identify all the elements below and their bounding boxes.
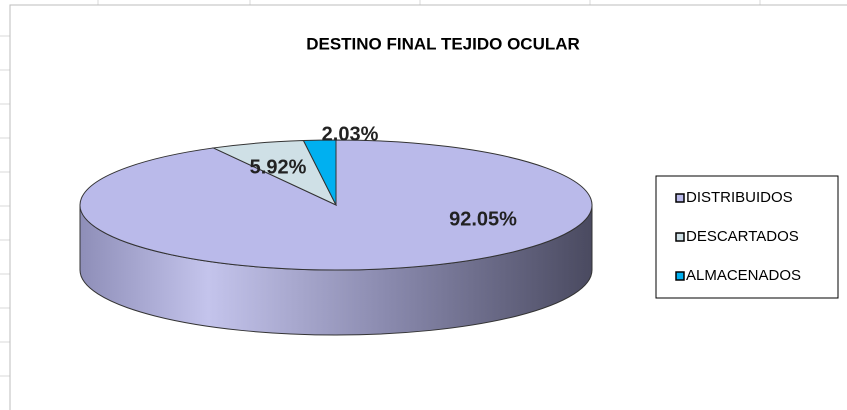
legend-label: ALMACENADOS — [686, 267, 801, 284]
sheet-grid — [0, 0, 761, 377]
data-label: 5.92% — [250, 156, 307, 178]
data-label: 2.03% — [322, 123, 379, 145]
pie: 92.05% 5.92% 2.03% — [79, 123, 593, 336]
legend-swatch — [675, 232, 685, 242]
legend-items: DISTRIBUIDOS DESCARTADOS ALMACENADOS — [675, 189, 801, 284]
pie-slice — [302, 139, 337, 206]
legend-swatch — [675, 271, 685, 281]
data-label: 92.05% — [449, 208, 517, 230]
legend — [655, 175, 839, 299]
legend-label: DISTRIBUIDOS — [686, 189, 793, 206]
legend-swatch — [675, 193, 685, 203]
legend-label: DESCARTADOS — [686, 228, 799, 245]
chart-title: DESTINO FINAL TEJIDO OCULAR — [306, 34, 580, 53]
